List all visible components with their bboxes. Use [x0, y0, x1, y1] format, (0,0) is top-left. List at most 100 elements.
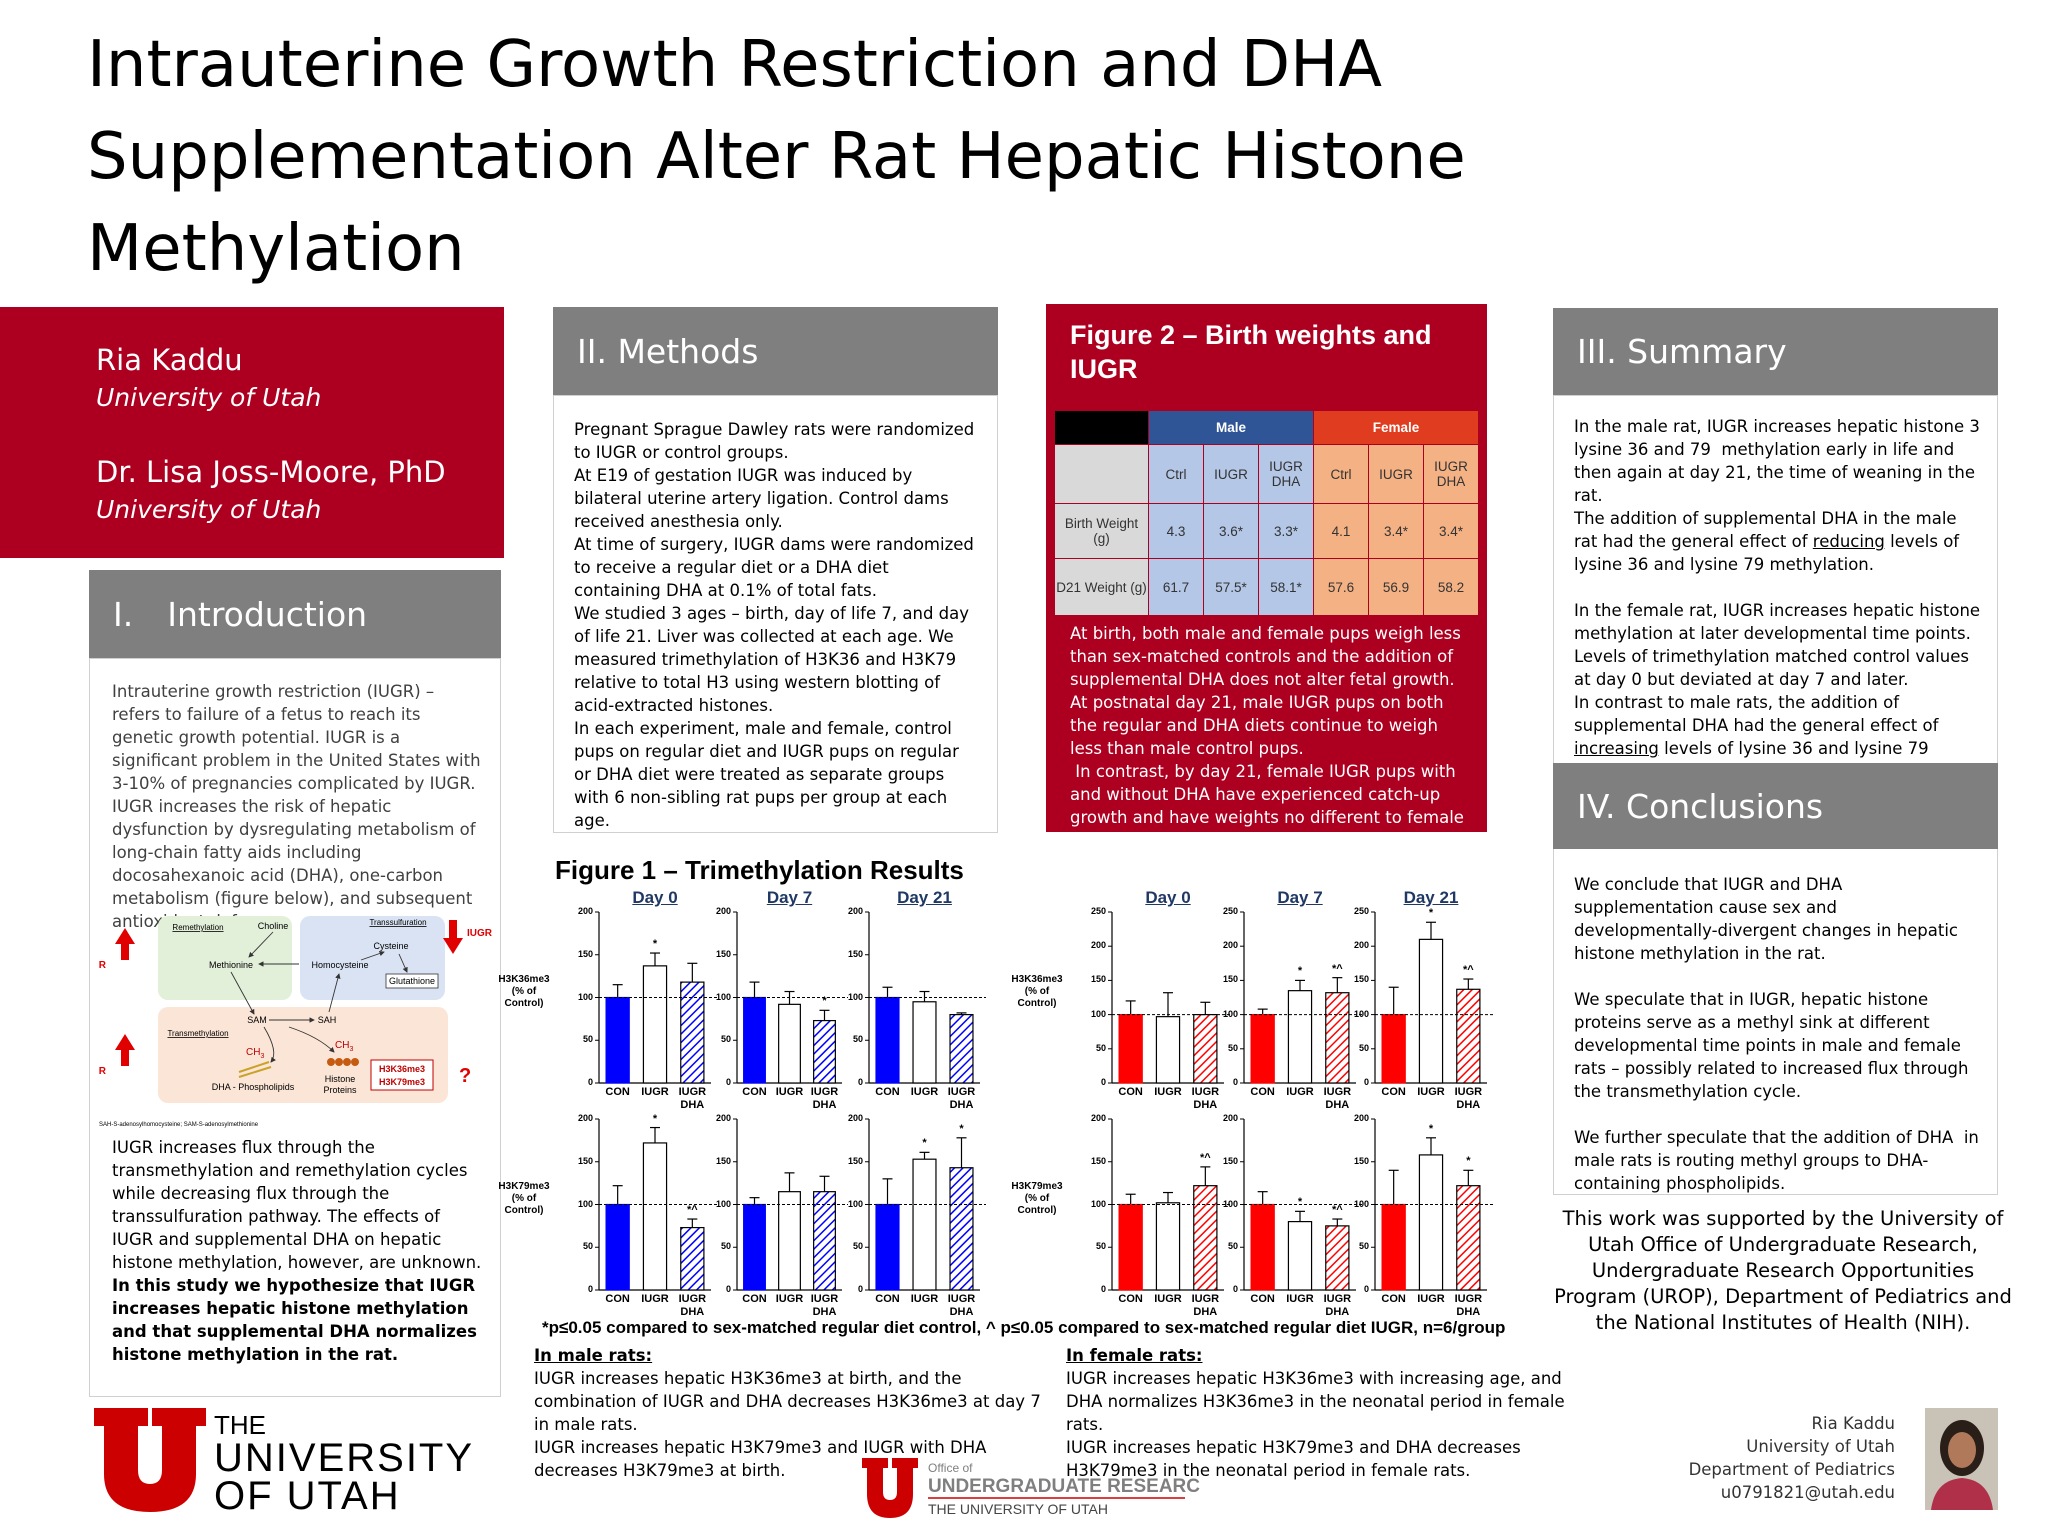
diagram-footnote: SAH-S-adenosylhomocysteine; SAM-S-adenos… — [99, 1122, 259, 1128]
pathway-label: Transsulfuration — [369, 918, 426, 927]
paragraph: Pregnant Sprague Dawley rats were random… — [574, 420, 975, 462]
y-axis-label: Control) — [1017, 997, 1057, 1009]
x-tick-label: IUGR — [1286, 1086, 1314, 1098]
paragraph: At birth, both male and female pups weig… — [1070, 624, 1461, 689]
bar — [1193, 1185, 1218, 1291]
table-cell: IUGR DHA — [1259, 445, 1313, 503]
section-header: I. Introduction — [89, 570, 501, 658]
y-tick-label: 0 — [587, 1077, 593, 1087]
table-cell: 58.2 — [1424, 559, 1478, 615]
y-tick-label: 200 — [1222, 1113, 1238, 1123]
y-tick-label: 100 — [715, 991, 731, 1002]
y-axis-label: Control) — [1017, 1204, 1057, 1216]
paragraph: In contrast to male rats, the addition o… — [1574, 691, 1984, 783]
y-tick-label: 0 — [1363, 1077, 1369, 1087]
figure-title: Figure 1 – Trimethylation Results — [555, 855, 964, 885]
methyl-subscript: 3 — [349, 1046, 353, 1053]
emphasis: reducing — [1812, 532, 1885, 551]
x-tick-label: IUGR DHA — [810, 1086, 839, 1111]
finding: IUGR increases hepatic H3K36me3 with inc… — [1066, 1369, 1565, 1434]
significance-marker: * — [1297, 965, 1303, 978]
paragraph: Intrauterine growth restriction (IUGR) –… — [112, 682, 481, 793]
histone-mark: H3K79me3 — [379, 1077, 425, 1087]
significance-marker: * — [1428, 1122, 1434, 1135]
x-tick-label: CON — [742, 1086, 767, 1098]
y-axis-label: (% of — [511, 1192, 537, 1204]
y-tick-label: 150 — [715, 948, 731, 959]
chart-title: Day 0 — [1145, 888, 1191, 907]
bar — [680, 1226, 705, 1291]
y-tick-label: 0 — [1100, 1284, 1106, 1294]
metabolite: Methionine — [209, 960, 253, 970]
x-tick-label: CON — [1381, 1086, 1406, 1098]
y-tick-label: 50 — [1358, 1241, 1369, 1252]
x-tick-label: IUGR — [1417, 1293, 1445, 1305]
bar — [912, 1158, 937, 1291]
bar — [949, 1167, 974, 1291]
y-tick-label: 200 — [1222, 940, 1238, 951]
metabolite: Glutathione — [389, 976, 435, 986]
significance-marker: *^ — [1199, 1151, 1211, 1164]
section-title: II. Methods — [577, 331, 759, 371]
table-cell — [1055, 445, 1148, 503]
contact-line: u0791821@utah.edu — [1720, 1483, 1895, 1502]
table-cell: Ctrl — [1314, 445, 1368, 503]
paragraph: We speculate that in IUGR, hepatic histo… — [1574, 990, 1974, 1101]
y-tick-label: 50 — [1095, 1042, 1106, 1053]
y-tick-label: 0 — [1232, 1284, 1238, 1294]
histone-mark: H3K36me3 — [379, 1064, 425, 1074]
x-tick-label: IUGR DHA — [947, 1293, 976, 1318]
y-axis-label: H3K79me3 — [1011, 1180, 1063, 1192]
logo-text: THE UNIVERSITY OF UTAH — [928, 1501, 1108, 1517]
y-tick-label: 50 — [720, 1241, 731, 1252]
bar — [1456, 1185, 1481, 1291]
bar — [1287, 990, 1313, 1084]
metabolite: DHA - Phospholipids — [212, 1082, 295, 1092]
bar — [1381, 1013, 1406, 1084]
y-tick-label: 250 — [1353, 906, 1369, 916]
iugr-label: IUGR — [467, 928, 493, 939]
bar — [875, 1203, 900, 1291]
x-tick-label: CON — [605, 1293, 630, 1305]
bar — [1155, 1016, 1181, 1084]
x-tick-label: IUGR DHA — [947, 1086, 976, 1111]
intro-text: IUGR increases flux through the transmet… — [112, 1136, 484, 1366]
figure-title: Figure 2 – Birth weights and IUGR — [1070, 320, 1432, 384]
y-tick-label: 50 — [1358, 1042, 1369, 1053]
y-tick-label: 200 — [715, 906, 731, 916]
author-affiliation: University of Utah — [96, 383, 322, 412]
y-tick-label: 150 — [577, 948, 593, 959]
bar — [605, 1203, 630, 1291]
x-tick-label: CON — [875, 1293, 900, 1305]
y-tick-label: 150 — [1222, 1155, 1238, 1166]
y-tick-label: 100 — [1090, 1008, 1106, 1019]
y-tick-label: 150 — [1222, 974, 1238, 985]
question-mark: ? — [459, 1065, 471, 1087]
paragraph: IUGR increases flux through the transmet… — [112, 1138, 482, 1272]
significance-marker: * — [652, 938, 658, 951]
x-tick-label: IUGR DHA — [678, 1293, 707, 1318]
methyl-label: CH — [246, 1047, 260, 1058]
iugr-label: IUGR — [99, 1066, 107, 1077]
chart-title: Day 21 — [897, 888, 952, 907]
y-tick-label: 200 — [1353, 1113, 1369, 1123]
y-tick-label: 200 — [1090, 940, 1106, 951]
bar — [743, 1203, 766, 1291]
paragraph: At postnatal day 21, male IUGR pups on b… — [1070, 693, 1444, 758]
y-tick-label: 150 — [847, 948, 863, 959]
pathway-label: Transmethylation — [167, 1029, 228, 1038]
significance-marker: * — [652, 1112, 658, 1125]
y-tick-label: 50 — [582, 1034, 593, 1045]
section-number: I. — [113, 594, 134, 634]
table-cell: Male — [1149, 411, 1313, 444]
table-cell — [1055, 411, 1148, 444]
y-tick-label: 0 — [587, 1284, 593, 1294]
significance-marker: *^ — [1462, 964, 1474, 977]
paragraph: At time of surgery, IUGR dams were rando… — [574, 535, 974, 600]
finding: IUGR increases hepatic H3K79me3 and IUGR… — [534, 1438, 987, 1480]
y-tick-label: 100 — [1222, 1008, 1238, 1019]
y-tick-label: 0 — [725, 1077, 731, 1087]
chart-title: Day 21 — [1403, 888, 1459, 907]
y-tick-label: 0 — [725, 1284, 731, 1294]
